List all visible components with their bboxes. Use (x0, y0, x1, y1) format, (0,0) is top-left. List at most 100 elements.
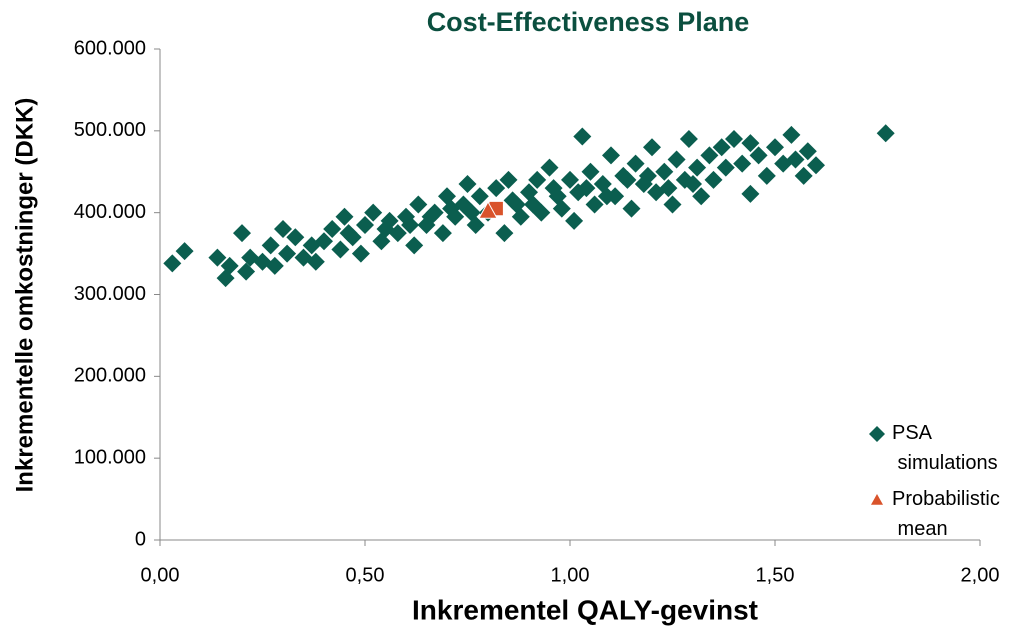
point (306, 252, 325, 271)
point (552, 199, 571, 218)
point (749, 146, 768, 165)
x-tick-label: 2,00 (961, 564, 1000, 586)
point (663, 195, 682, 214)
y-tick-label: 100.000 (74, 446, 146, 468)
point (442, 199, 461, 218)
point (688, 158, 707, 177)
y-axis-label: Inkrementelle omkostninger (DKK) (11, 98, 38, 493)
point (704, 170, 723, 189)
point (733, 154, 752, 173)
point (175, 242, 194, 261)
point (401, 215, 420, 234)
point (339, 224, 358, 243)
x-tick-label: 1,50 (756, 564, 795, 586)
point (679, 130, 698, 149)
point (278, 244, 297, 263)
point (667, 150, 686, 169)
x-tick-label: 0,50 (346, 564, 385, 586)
point (700, 146, 719, 165)
point (335, 207, 354, 226)
point (876, 124, 895, 143)
point (692, 187, 711, 206)
point (565, 211, 584, 230)
point (265, 256, 284, 275)
x-tick-label: 1,00 (551, 564, 590, 586)
point (503, 191, 522, 210)
point (626, 154, 645, 173)
point (208, 248, 227, 267)
point (638, 166, 657, 185)
y-tick-label: 200.000 (74, 365, 146, 387)
point (323, 220, 342, 239)
point (163, 254, 182, 273)
point (261, 236, 280, 255)
point (622, 199, 641, 218)
y-tick-label: 500.000 (74, 119, 146, 141)
point (421, 207, 440, 226)
x-tick-label: 0,00 (141, 564, 180, 586)
point (643, 138, 661, 157)
point (351, 244, 370, 263)
y-tick-label: 0 (135, 528, 146, 550)
point (286, 228, 305, 247)
y-tick-label: 300.000 (74, 283, 146, 305)
legend-label: Probabilistic mean (892, 488, 1000, 540)
point (807, 156, 825, 175)
point (798, 142, 817, 161)
legend-marker (869, 426, 885, 442)
point (766, 138, 784, 157)
point (725, 130, 743, 149)
y-tick-label: 600.000 (74, 37, 146, 59)
point (757, 166, 776, 185)
y-tick-label: 400.000 (74, 201, 146, 223)
point (315, 232, 333, 251)
point (741, 184, 760, 203)
point (544, 179, 563, 198)
point (524, 195, 543, 214)
point (487, 179, 506, 198)
point (233, 224, 251, 243)
legend-label: PSA simulations (892, 422, 998, 474)
point (597, 187, 616, 206)
chart-title: Cost-Effectiveness Plane (427, 7, 750, 37)
point (581, 162, 600, 181)
point (495, 224, 514, 243)
point (478, 201, 498, 219)
point (684, 175, 702, 194)
x-axis-label: Inkrementel QALY-gevinst (412, 594, 758, 625)
point (409, 195, 428, 214)
point (528, 170, 547, 189)
point (356, 215, 374, 234)
point (499, 170, 518, 189)
point (364, 203, 383, 222)
point (237, 262, 256, 281)
point (585, 195, 604, 214)
point (220, 256, 239, 275)
point (712, 138, 731, 157)
point (470, 187, 489, 206)
point (716, 158, 735, 177)
point (573, 127, 592, 146)
point (782, 125, 801, 144)
point (741, 134, 760, 153)
legend-marker (871, 494, 883, 505)
point (561, 170, 579, 189)
point (511, 207, 530, 226)
point (433, 224, 452, 243)
point (659, 179, 678, 198)
point (794, 166, 813, 185)
point (577, 179, 596, 198)
point (405, 236, 424, 255)
point (655, 162, 674, 181)
point (331, 240, 350, 259)
point (602, 146, 620, 165)
point (540, 158, 559, 177)
point (786, 150, 805, 169)
point (241, 248, 260, 267)
point (274, 220, 292, 239)
point (458, 175, 477, 194)
point (618, 170, 637, 189)
point (462, 203, 481, 222)
point (376, 220, 395, 239)
